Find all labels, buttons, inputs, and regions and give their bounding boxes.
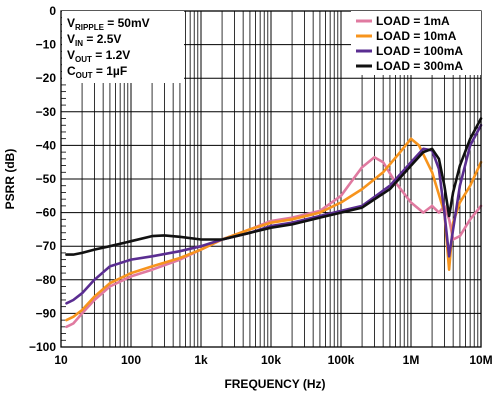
y-tick-label: −70	[36, 239, 57, 253]
x-tick-label: 1k	[194, 353, 208, 367]
y-tick-label: −20	[36, 71, 57, 85]
condition-line: VIN = 2.5V	[67, 32, 121, 48]
series-line-4	[65, 117, 483, 256]
condition-line: VOUT = 1.2V	[67, 48, 130, 64]
x-tick-label: 100	[121, 353, 141, 367]
condition-line: COUT = 1µF	[67, 64, 127, 80]
x-tick-label: 10	[54, 353, 68, 367]
y-tick-labels: 0 −10 −20 −30 −40 −50 −60 −70 −80 −90 −100	[29, 4, 56, 354]
conditions-box	[62, 11, 184, 83]
legend-label: LOAD = 100mA	[376, 44, 463, 58]
legend-box	[351, 11, 481, 75]
y-tick-label: 0	[49, 4, 56, 18]
x-tick-label: 1M	[403, 353, 420, 367]
x-axis-label: FREQUENCY (Hz)	[224, 377, 325, 391]
y-tick-label: −40	[36, 138, 57, 152]
plot-frame	[60, 10, 482, 348]
series-line-1	[65, 155, 483, 329]
y-tick-label: −100	[29, 340, 56, 354]
y-axis-label: PSRR (dB)	[3, 149, 17, 210]
legend-label: LOAD = 1mA	[376, 14, 450, 28]
y-tick-label: −80	[36, 273, 57, 287]
legend-label: LOAD = 300mA	[376, 59, 463, 73]
y-tick-label: −90	[36, 306, 57, 320]
y-tick-label: −30	[36, 105, 57, 119]
series-line-3	[65, 123, 483, 305]
x-tick-label: 10k	[261, 353, 281, 367]
y-tick-label: −10	[36, 38, 57, 52]
y-tick-label: −60	[36, 206, 57, 220]
x-tick-label: 100k	[328, 353, 355, 367]
condition-line: VRIPPLE = 50mV	[67, 16, 150, 32]
x-tick-label: 10M	[469, 353, 492, 367]
y-tick-label: −50	[36, 172, 57, 186]
x-tick-labels: 10 100 1k 10k 100k 1M 10M	[54, 353, 492, 367]
series-layer	[65, 117, 483, 329]
legend-label: LOAD = 10mA	[376, 29, 457, 43]
